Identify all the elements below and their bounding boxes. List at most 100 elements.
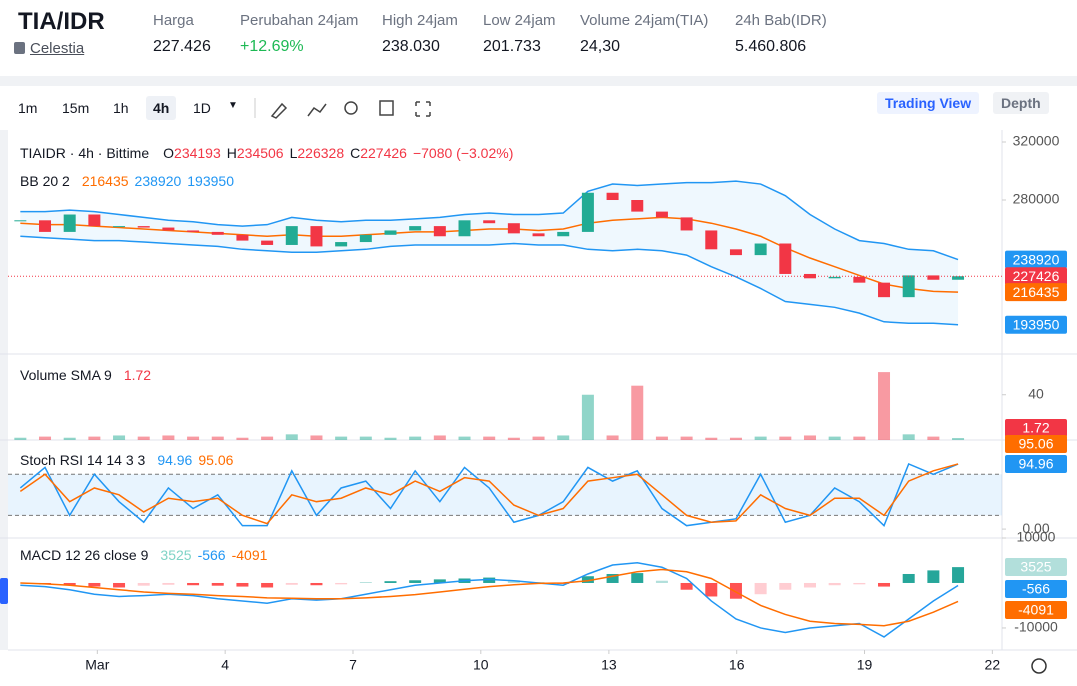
histogram-bar — [680, 582, 693, 590]
y-tick-label: 10000 — [1017, 529, 1056, 545]
macd-line — [20, 561, 959, 638]
price-badge: -4091 — [1005, 601, 1067, 619]
badge-bg — [1005, 419, 1067, 437]
volume-bar — [359, 436, 372, 440]
candle — [137, 226, 150, 228]
interval[interactable]: 1m — [18, 100, 38, 116]
volume-bar — [631, 385, 644, 440]
histogram-bar — [507, 580, 520, 583]
legend-item: 234193 — [174, 145, 221, 161]
candle — [162, 227, 175, 231]
volume-bar — [779, 436, 792, 440]
badge-label: 193950 — [1013, 316, 1060, 332]
symbol: TIA/IDR — [18, 8, 105, 35]
histogram-bar — [359, 582, 372, 583]
header: TIA/IDR Celestia Harga 227.426 Perubahan 2… — [0, 0, 1077, 76]
y-tick-label: 40 — [1028, 385, 1044, 401]
histogram-bar — [878, 582, 891, 587]
volume-bar — [927, 436, 940, 440]
interval[interactable]: 4h — [146, 96, 177, 120]
volume-bar — [952, 438, 965, 440]
badge-label: 3525 — [1020, 559, 1051, 575]
badge-bg — [1005, 250, 1067, 269]
candle — [878, 282, 891, 298]
interval[interactable]: 15m — [62, 100, 90, 116]
price-badge: -566 — [1005, 580, 1067, 598]
stat-label: Volume 24jam(TIA) — [580, 12, 709, 29]
histogram-bar — [779, 582, 792, 590]
candle — [631, 200, 644, 212]
stat: Perubahan 24jam +12.69% — [240, 12, 358, 56]
histogram-bar — [88, 582, 101, 587]
volume-bar — [162, 435, 175, 440]
y-tick-label: -10000 — [1014, 619, 1058, 635]
y-tick-label: 280000 — [1013, 191, 1060, 207]
histogram-bar — [409, 580, 422, 583]
legend-item: −7080 (−3.02%) — [413, 145, 513, 161]
badge-label: 94.96 — [1018, 456, 1053, 472]
badge-label: 95.06 — [1018, 436, 1053, 452]
asset-link[interactable]: Celestia — [30, 40, 85, 57]
book-icon — [14, 42, 25, 54]
volume-bar — [63, 437, 76, 440]
legend: MACD 12 26 close 9 3525 -566 -4091 — [20, 547, 268, 563]
x-tick-label: 16 — [729, 657, 745, 673]
candle — [729, 249, 742, 256]
stat-value: 238.030 — [382, 38, 440, 55]
left-edge — [0, 130, 8, 650]
settings-icon[interactable] — [1031, 658, 1047, 674]
candle — [828, 276, 841, 279]
volume-bar — [409, 436, 422, 440]
x-tick-label: 22 — [985, 657, 1001, 673]
badge-label: 216435 — [1013, 284, 1060, 300]
price-badge: 95.06 — [1005, 435, 1067, 453]
price-badge: 216435 — [1005, 283, 1067, 302]
interval[interactable]: 1D — [193, 100, 211, 116]
volume-bar — [39, 436, 52, 440]
candle — [557, 231, 570, 237]
toolbar-icons — [254, 98, 431, 119]
volume-bar — [902, 434, 915, 440]
bb-line — [20, 216, 959, 293]
candle — [458, 220, 471, 237]
badge-label: 1.72 — [1022, 420, 1049, 436]
toolbar: 1m 15m 1h 4h 1D ▼ — [0, 92, 1077, 124]
volume-bar — [261, 436, 274, 440]
histogram-bar — [952, 567, 965, 583]
tab-trading-view[interactable]: Trading View — [877, 92, 980, 114]
tab-depth[interactable]: Depth — [993, 92, 1049, 114]
side-tab[interactable] — [0, 578, 8, 604]
histogram-bar — [483, 577, 496, 583]
legend-item: TIAIDR · 4h · Bittime — [20, 145, 149, 161]
legend-item: 234506 — [237, 145, 284, 161]
badge-bg — [1005, 315, 1067, 334]
candle — [532, 233, 545, 237]
histogram-bar — [902, 573, 915, 583]
interval[interactable]: 1h — [113, 100, 129, 116]
stoch-line — [19, 463, 959, 525]
candle — [927, 275, 940, 280]
volume-bar — [137, 436, 150, 440]
stat-value: 24,30 — [580, 38, 621, 55]
separator — [0, 76, 1077, 86]
candle — [88, 214, 101, 227]
legend: Stoch RSI 14 14 3 3 94.96 95.06 — [20, 452, 234, 468]
histogram-bar — [63, 582, 76, 586]
volume-bar — [729, 437, 742, 440]
stoch-line — [19, 463, 959, 527]
candle — [310, 226, 323, 247]
volume-bar — [310, 435, 323, 440]
bb-line — [20, 235, 959, 326]
dropdown[interactable]: ▼ — [228, 100, 238, 111]
stat-value: 201.733 — [483, 38, 541, 55]
price-badge: 227426 — [1005, 267, 1067, 286]
stat: Harga 227.426 — [153, 12, 211, 56]
price-badge: 1.72 — [1005, 419, 1067, 437]
stat-label: Low 24jam — [483, 12, 556, 29]
candle — [359, 234, 372, 243]
badge-bg — [1005, 283, 1067, 302]
legend-item: 95.06 — [198, 452, 233, 468]
legend: BB 20 2 216435 238920 193950 — [20, 173, 234, 189]
